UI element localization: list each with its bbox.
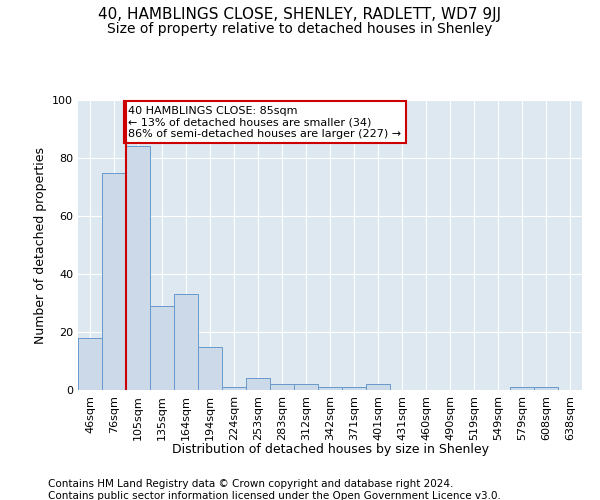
Bar	[198, 346, 222, 390]
Bar	[534, 387, 558, 390]
Bar	[246, 378, 270, 390]
Text: Distribution of detached houses by size in Shenley: Distribution of detached houses by size …	[172, 442, 488, 456]
Bar	[294, 384, 318, 390]
Bar	[150, 306, 174, 390]
Bar	[174, 294, 198, 390]
Y-axis label: Number of detached properties: Number of detached properties	[34, 146, 47, 344]
Text: Contains public sector information licensed under the Open Government Licence v3: Contains public sector information licen…	[48, 491, 501, 500]
Text: Size of property relative to detached houses in Shenley: Size of property relative to detached ho…	[107, 22, 493, 36]
Bar	[222, 387, 246, 390]
Bar	[102, 172, 126, 390]
Text: 40, HAMBLINGS CLOSE, SHENLEY, RADLETT, WD7 9JJ: 40, HAMBLINGS CLOSE, SHENLEY, RADLETT, W…	[98, 8, 502, 22]
Bar	[510, 387, 534, 390]
Bar	[78, 338, 102, 390]
Bar	[342, 387, 366, 390]
Bar	[366, 384, 390, 390]
Bar	[270, 384, 294, 390]
Bar	[126, 146, 150, 390]
Text: Contains HM Land Registry data © Crown copyright and database right 2024.: Contains HM Land Registry data © Crown c…	[48, 479, 454, 489]
Bar	[318, 387, 342, 390]
Text: 40 HAMBLINGS CLOSE: 85sqm
← 13% of detached houses are smaller (34)
86% of semi-: 40 HAMBLINGS CLOSE: 85sqm ← 13% of detac…	[128, 106, 401, 139]
